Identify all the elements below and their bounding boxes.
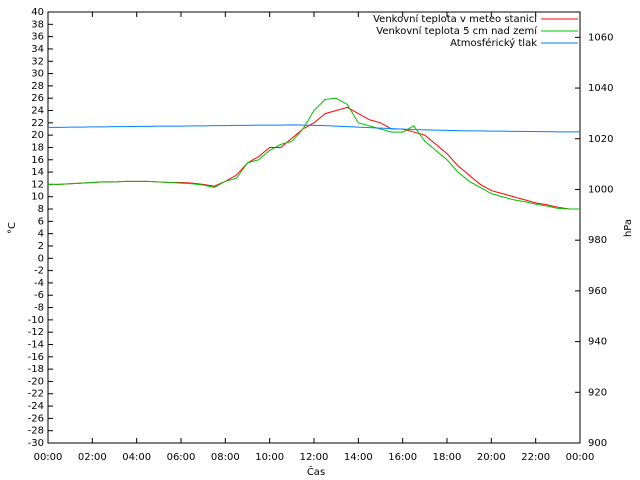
- x-tick-label: 00:00: [34, 452, 63, 463]
- y-tick-label: 24: [31, 106, 44, 117]
- x-tick-label: 22:00: [521, 452, 550, 463]
- y2-tick-label: 1060: [588, 32, 613, 43]
- y-tick-label: -26: [28, 413, 44, 424]
- x-tick-label: 08:00: [211, 452, 240, 463]
- series-line: [48, 97, 580, 210]
- x-tick-label: 20:00: [477, 452, 506, 463]
- legend-label: Venkovní teplota 5 cm nad zemí: [376, 25, 538, 37]
- y2-tick-label: 1040: [588, 83, 613, 94]
- y-tick-label: 14: [31, 167, 44, 178]
- legend-label: Venkovní teplota v meteo stanici: [373, 13, 537, 25]
- y-tick-label: 8: [38, 204, 44, 215]
- y-tick-label: -2: [34, 266, 44, 277]
- y-tick-label: -14: [28, 339, 44, 350]
- y-tick-label: 18: [31, 142, 44, 153]
- x-tick-label: 18:00: [433, 452, 462, 463]
- x-tick-label: 06:00: [167, 452, 196, 463]
- y-tick-label: 34: [31, 44, 44, 55]
- x-tick-label: 14:00: [344, 452, 373, 463]
- y2-axis-label: hPa: [623, 219, 634, 237]
- y-tick-label: 36: [31, 32, 44, 43]
- y-tick-label: -30: [28, 438, 44, 449]
- y2-tick-label: 1000: [588, 184, 613, 195]
- x-axis-label: Čas: [307, 465, 325, 478]
- y-tick-label: 28: [31, 81, 44, 92]
- y-tick-label: 4: [38, 229, 44, 240]
- x-tick-label: 04:00: [122, 452, 151, 463]
- x-tick-label: 02:00: [78, 452, 107, 463]
- y-tick-label: -12: [28, 327, 44, 338]
- y-tick-label: -20: [28, 376, 44, 387]
- y-tick-label: 32: [31, 56, 44, 67]
- y-tick-label: 2: [38, 241, 44, 252]
- y-tick-label: 20: [31, 130, 44, 141]
- y-tick-label: -28: [28, 426, 44, 437]
- y2-tick-label: 920: [588, 387, 607, 398]
- y-tick-label: -18: [28, 364, 44, 375]
- legend-label: Atmosférický tlak: [450, 37, 537, 49]
- y-tick-label: -4: [34, 278, 44, 289]
- y-tick-label: -24: [28, 401, 44, 412]
- y-tick-label: 0: [38, 253, 44, 264]
- y2-tick-label: 900: [588, 438, 607, 449]
- y2-tick-label: 1020: [588, 134, 613, 145]
- y-tick-label: 26: [31, 93, 44, 104]
- x-tick-label: 00:00: [566, 452, 595, 463]
- y-tick-label: 38: [31, 19, 44, 30]
- x-tick-label: 12:00: [300, 452, 329, 463]
- x-tick-label: 10:00: [255, 452, 284, 463]
- y-tick-label: -16: [28, 352, 44, 363]
- y2-tick-label: 940: [588, 337, 607, 348]
- y-tick-label: 40: [31, 7, 44, 18]
- y-tick-label: 10: [31, 192, 44, 203]
- y-tick-label: 16: [31, 155, 44, 166]
- y2-tick-label: 980: [588, 235, 607, 246]
- y-tick-label: -22: [28, 389, 44, 400]
- y-tick-label: 6: [38, 216, 44, 227]
- y-axis-label: °C: [7, 222, 18, 234]
- y-tick-label: -10: [28, 315, 44, 326]
- y-tick-label: 22: [31, 118, 44, 129]
- x-tick-label: 16:00: [388, 452, 417, 463]
- y-tick-label: 30: [31, 69, 44, 80]
- series-line: [48, 124, 580, 133]
- y-tick-label: -6: [34, 290, 44, 301]
- y-tick-label: -8: [34, 303, 44, 314]
- y-tick-label: 12: [31, 179, 44, 190]
- y2-tick-label: 960: [588, 286, 607, 297]
